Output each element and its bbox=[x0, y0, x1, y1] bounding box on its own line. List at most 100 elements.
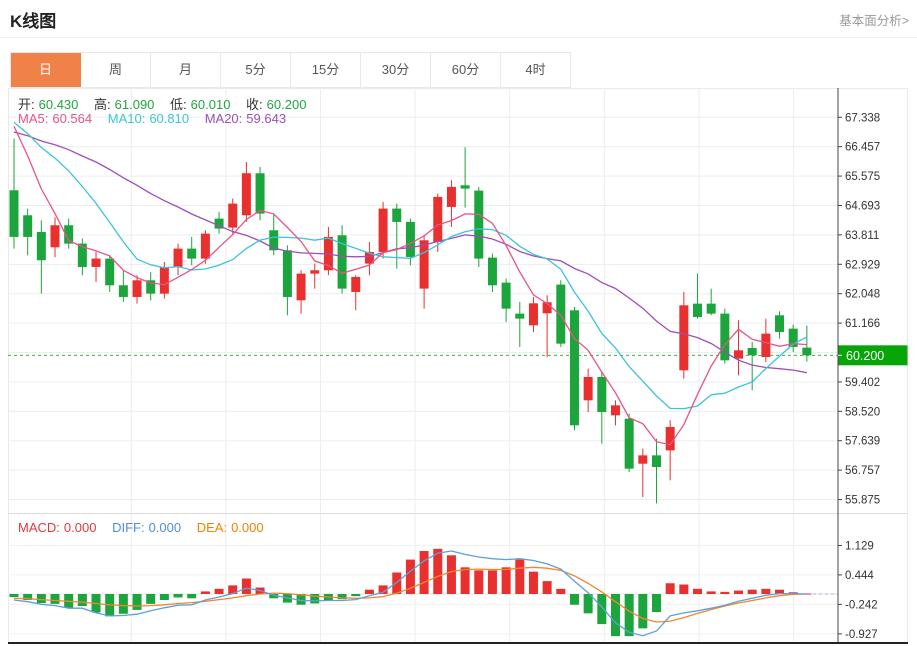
ma5-value: 60.564 bbox=[52, 111, 93, 126]
candle bbox=[542, 295, 552, 357]
tab-15min[interactable]: 15分 bbox=[291, 53, 361, 87]
price-tick-label: 58.520 bbox=[845, 406, 880, 418]
candle bbox=[392, 203, 402, 269]
macd-bar bbox=[775, 589, 785, 594]
macd-bar bbox=[556, 588, 566, 594]
candle bbox=[802, 325, 812, 362]
candle bbox=[556, 280, 566, 347]
candle bbox=[775, 311, 785, 339]
candle bbox=[118, 270, 128, 302]
macd-bar bbox=[228, 585, 238, 594]
macd-bar bbox=[50, 594, 60, 604]
candle bbox=[597, 371, 607, 444]
macd-tick-label: 1.129 bbox=[845, 540, 874, 552]
price-tick-label: 66.457 bbox=[845, 142, 880, 154]
candle bbox=[9, 138, 19, 249]
candle bbox=[23, 208, 33, 256]
price-tick-label: 57.639 bbox=[845, 436, 880, 448]
kline-chart[interactable]: 67.338 66.457 65.575 64.693 63.811 62.929 62.0… bbox=[8, 88, 909, 646]
candle bbox=[610, 400, 620, 426]
price-tick-label: 56.757 bbox=[845, 465, 880, 477]
candle bbox=[693, 273, 702, 319]
tab-5min[interactable]: 5分 bbox=[221, 53, 291, 87]
price-tick-label: 63.811 bbox=[845, 230, 879, 242]
macd-bar bbox=[542, 581, 552, 594]
candle bbox=[337, 225, 347, 294]
macd-bar bbox=[761, 588, 771, 594]
candle bbox=[50, 217, 60, 258]
macd-bar bbox=[720, 591, 730, 594]
macd-bar bbox=[9, 594, 19, 598]
candle bbox=[36, 220, 46, 294]
open-value: 60.430 bbox=[38, 97, 79, 112]
macd-lines bbox=[13, 550, 838, 637]
low-label: 低: bbox=[170, 97, 187, 112]
macd-bar bbox=[747, 589, 757, 594]
macd-legend: MACD: 0.000 DIFF: 0.000 DEA: 0.000 bbox=[18, 520, 276, 535]
macd-bar bbox=[597, 594, 607, 625]
price-tick-label: 59.402 bbox=[845, 377, 880, 389]
fundamental-analysis-link[interactable]: 基本面分析> bbox=[839, 14, 909, 28]
tab-week[interactable]: 周 bbox=[81, 53, 151, 87]
tab-day[interactable]: 日 bbox=[11, 53, 81, 87]
macd-bar bbox=[159, 594, 169, 601]
candle bbox=[132, 275, 142, 304]
ma10-label: MA10: bbox=[107, 111, 146, 126]
ma20-line bbox=[13, 131, 808, 374]
candle bbox=[528, 296, 538, 332]
macd-bar bbox=[665, 583, 675, 594]
candle bbox=[624, 413, 634, 473]
macd-histogram bbox=[9, 548, 812, 637]
candle bbox=[364, 241, 374, 276]
dea-value: 0.000 bbox=[231, 520, 264, 535]
low-value: 60.010 bbox=[190, 97, 231, 112]
macd-bar bbox=[638, 594, 648, 629]
macd-bar bbox=[528, 571, 538, 594]
axis-layer bbox=[8, 88, 908, 644]
macd-bar bbox=[474, 570, 484, 594]
macd-bar bbox=[419, 551, 429, 594]
interval-tabs: 日周月 5分 15分 30分 60分 4时 bbox=[10, 52, 571, 88]
tab-month[interactable]: 月 bbox=[151, 53, 221, 87]
macd-bar bbox=[460, 567, 470, 594]
tab-4hour[interactable]: 4时 bbox=[501, 53, 570, 87]
candle bbox=[241, 161, 251, 222]
macd-bar bbox=[214, 588, 224, 594]
candle bbox=[569, 306, 579, 431]
candle bbox=[433, 193, 443, 252]
macd-bar bbox=[310, 594, 320, 604]
macd-bar bbox=[624, 594, 634, 637]
high-value: 61.090 bbox=[114, 97, 155, 112]
macd-bar bbox=[173, 594, 183, 598]
candle bbox=[651, 438, 661, 504]
macd-bar bbox=[433, 548, 443, 594]
ma-lines bbox=[13, 121, 808, 446]
candle bbox=[583, 368, 593, 413]
macd-bar bbox=[515, 559, 525, 594]
macd-tick-label: -0.242 bbox=[845, 599, 878, 611]
high-label: 高: bbox=[94, 97, 111, 112]
candle bbox=[419, 235, 429, 309]
macd-bar bbox=[487, 570, 497, 594]
macd-bar bbox=[405, 559, 415, 594]
macd-bar bbox=[679, 584, 689, 594]
current-price-label: 60.200 bbox=[846, 349, 884, 363]
dea-line bbox=[13, 566, 807, 623]
close-label: 收: bbox=[246, 97, 263, 112]
ma20-label: MA20: bbox=[204, 111, 243, 126]
chart-border bbox=[8, 88, 908, 644]
macd-bar bbox=[651, 594, 661, 613]
candle bbox=[64, 218, 74, 249]
macd-bar bbox=[610, 594, 620, 637]
tab-30min[interactable]: 30分 bbox=[361, 53, 431, 87]
macd-bar bbox=[364, 589, 374, 594]
macd-bar bbox=[187, 594, 197, 599]
macd-bar bbox=[501, 567, 511, 594]
candle bbox=[255, 166, 265, 221]
diff-label: DIFF: bbox=[112, 520, 145, 535]
candle bbox=[378, 201, 388, 259]
tab-60min[interactable]: 60分 bbox=[431, 53, 501, 87]
ma5-label: MA5: bbox=[18, 111, 49, 126]
candle bbox=[310, 263, 320, 289]
